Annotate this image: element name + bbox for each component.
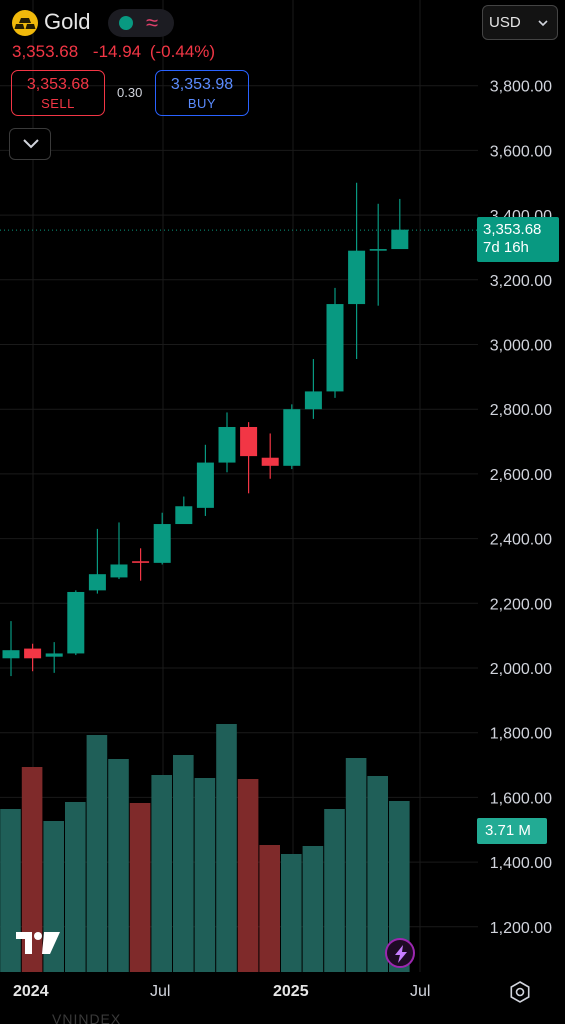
volume-bar [108, 759, 129, 972]
chevron-down-icon [538, 20, 548, 27]
candle-body [391, 229, 409, 250]
candle-body [132, 561, 150, 563]
candle-body [196, 462, 214, 508]
buy-button[interactable]: 3,353.98 BUY [155, 70, 249, 116]
y-tick-label: 2,400.00 [490, 532, 552, 549]
currency-select[interactable]: USD [482, 5, 558, 40]
candles [2, 182, 409, 677]
volume-bar [237, 779, 259, 972]
gold-bars-icon [12, 10, 38, 36]
volume-bar [324, 809, 345, 972]
y-tick-label: 1,400.00 [490, 855, 552, 872]
volume-bar [302, 846, 324, 972]
candle-body [153, 524, 171, 563]
y-tick-label: 2,000.00 [490, 661, 552, 678]
volume-bar [129, 803, 151, 972]
volume-bar [345, 758, 367, 972]
candle-body [88, 574, 106, 591]
price-axis: 1,200.00 1,400.00 1,600.00 1,800.00 2,000.00… [490, 79, 552, 937]
gear-icon[interactable] [509, 981, 531, 1003]
candle-body [369, 249, 387, 251]
candle-body [218, 426, 236, 463]
candle-body [67, 591, 85, 654]
last-price: 3,353.68 [12, 42, 79, 61]
volume-bar [65, 802, 86, 972]
x-label-2025: 2025 [273, 983, 309, 1000]
x-label-2024: 2024 [13, 983, 49, 1000]
lightning-icon [395, 945, 407, 963]
y-tick-label: 3,600.00 [490, 143, 552, 160]
volume-bar [367, 776, 388, 972]
candle-body [110, 564, 128, 578]
candle-body [261, 457, 279, 466]
buy-price: 3,353.98 [170, 76, 234, 93]
candle-body [240, 426, 258, 457]
candle-body [24, 648, 42, 659]
bar-countdown: 7d 16h [483, 239, 529, 256]
volume-bar [173, 755, 194, 972]
currency-label: USD [489, 14, 521, 31]
market-open-dot-icon [119, 16, 133, 30]
volume-bar [0, 809, 21, 972]
x-label-jul-2025: Jul [410, 983, 431, 1000]
volume-bar [21, 767, 43, 972]
price-change-line: 3,353.68 -14.94 (-0.44%) [12, 42, 225, 62]
candle-body [45, 653, 63, 657]
sell-button[interactable]: 3,353.68 SELL [11, 70, 105, 116]
spread-value: 0.30 [117, 85, 143, 100]
y-tick-label: 3,000.00 [490, 338, 552, 355]
price-change: -14.94 [92, 42, 142, 61]
candle-body [2, 650, 20, 659]
y-tick-label: 1,200.00 [490, 920, 552, 937]
candle-body [283, 409, 301, 466]
lightning-button[interactable] [385, 938, 415, 968]
y-tick-label: 3,800.00 [490, 79, 552, 96]
sell-label: SELL [41, 96, 75, 111]
volume-badge: 3.71 M [477, 818, 547, 844]
y-tick-label: 1,600.00 [490, 790, 552, 807]
volume-bar [86, 735, 108, 972]
symbol-name[interactable]: Gold [44, 9, 91, 34]
market-status-pill[interactable]: ≈ [108, 9, 174, 37]
buy-label: BUY [187, 96, 217, 111]
time-axis[interactable]: 2024 Jul 2025 Jul [0, 972, 565, 1012]
wave-icon: ≈ [146, 10, 159, 35]
y-tick-label: 2,600.00 [490, 467, 552, 484]
tradingview-logo-icon[interactable] [14, 930, 62, 956]
y-tick-label: 2,800.00 [490, 402, 552, 419]
candle-body [175, 506, 193, 525]
candle-body [348, 250, 366, 305]
volume-bar [216, 724, 237, 972]
candle-body [326, 304, 344, 392]
volume-bar [389, 801, 410, 972]
header: Gold ≈ 3,353.68 -14.94 (-0.44%) 3,353.68… [0, 0, 565, 170]
price-change-percent: (-0.44%) [149, 42, 216, 61]
partial-symbol-label: VNINDEX [52, 1011, 122, 1024]
y-tick-label: 3,200.00 [490, 273, 552, 290]
sell-price: 3,353.68 [26, 76, 90, 93]
chevron-down-icon [23, 139, 39, 149]
y-tick-label: 1,800.00 [490, 726, 552, 743]
volume-bar [194, 778, 216, 972]
candle-body [304, 391, 322, 410]
x-label-jul-2024: Jul [150, 983, 171, 1000]
volume-bar [281, 854, 302, 972]
current-price-badge: 3,353.68 7d 16h [477, 217, 559, 262]
current-price-label: 3,353.68 [483, 221, 542, 238]
collapse-button[interactable] [9, 128, 51, 160]
volume-bar [151, 775, 172, 972]
y-tick-label: 2,200.00 [490, 596, 552, 613]
volume-bar [259, 845, 280, 972]
